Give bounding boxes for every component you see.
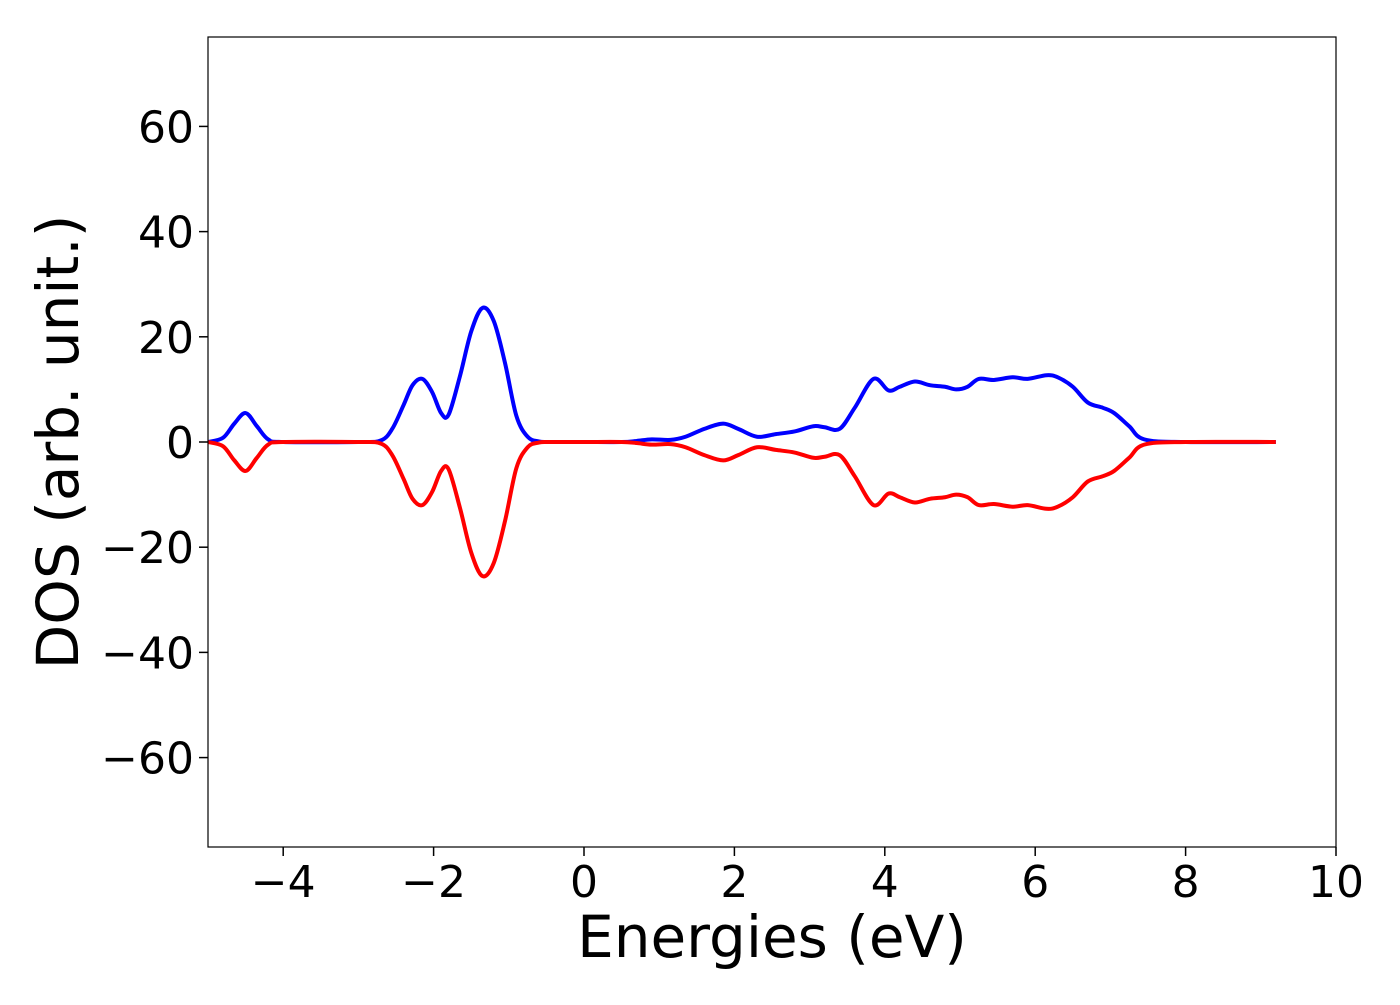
x-tick-label: 4 <box>871 857 899 908</box>
y-tick-label: 60 <box>138 102 194 153</box>
x-tick-label: −4 <box>251 857 316 908</box>
series-line-1 <box>207 439 1276 579</box>
y-tick-label: 20 <box>138 313 194 364</box>
series-layer <box>207 305 1276 579</box>
x-tick-label: 6 <box>1021 857 1049 908</box>
x-tick-label: 8 <box>1172 857 1200 908</box>
series-line-0 <box>207 305 1276 445</box>
x-tick-label: 10 <box>1308 857 1364 908</box>
x-tick-label: −2 <box>401 857 466 908</box>
y-tick-label: 40 <box>138 208 194 259</box>
y-tick-label: −60 <box>101 734 194 785</box>
y-tick-label: −20 <box>101 523 194 574</box>
x-axis-title: Energies (eV) <box>577 903 967 971</box>
y-axis-title: DOS (arb. unit.) <box>24 215 92 670</box>
x-tick-label: 0 <box>570 857 598 908</box>
y-tick-label: 0 <box>166 418 194 469</box>
y-tick-label: −40 <box>101 628 194 679</box>
x-tick-label: 2 <box>720 857 748 908</box>
